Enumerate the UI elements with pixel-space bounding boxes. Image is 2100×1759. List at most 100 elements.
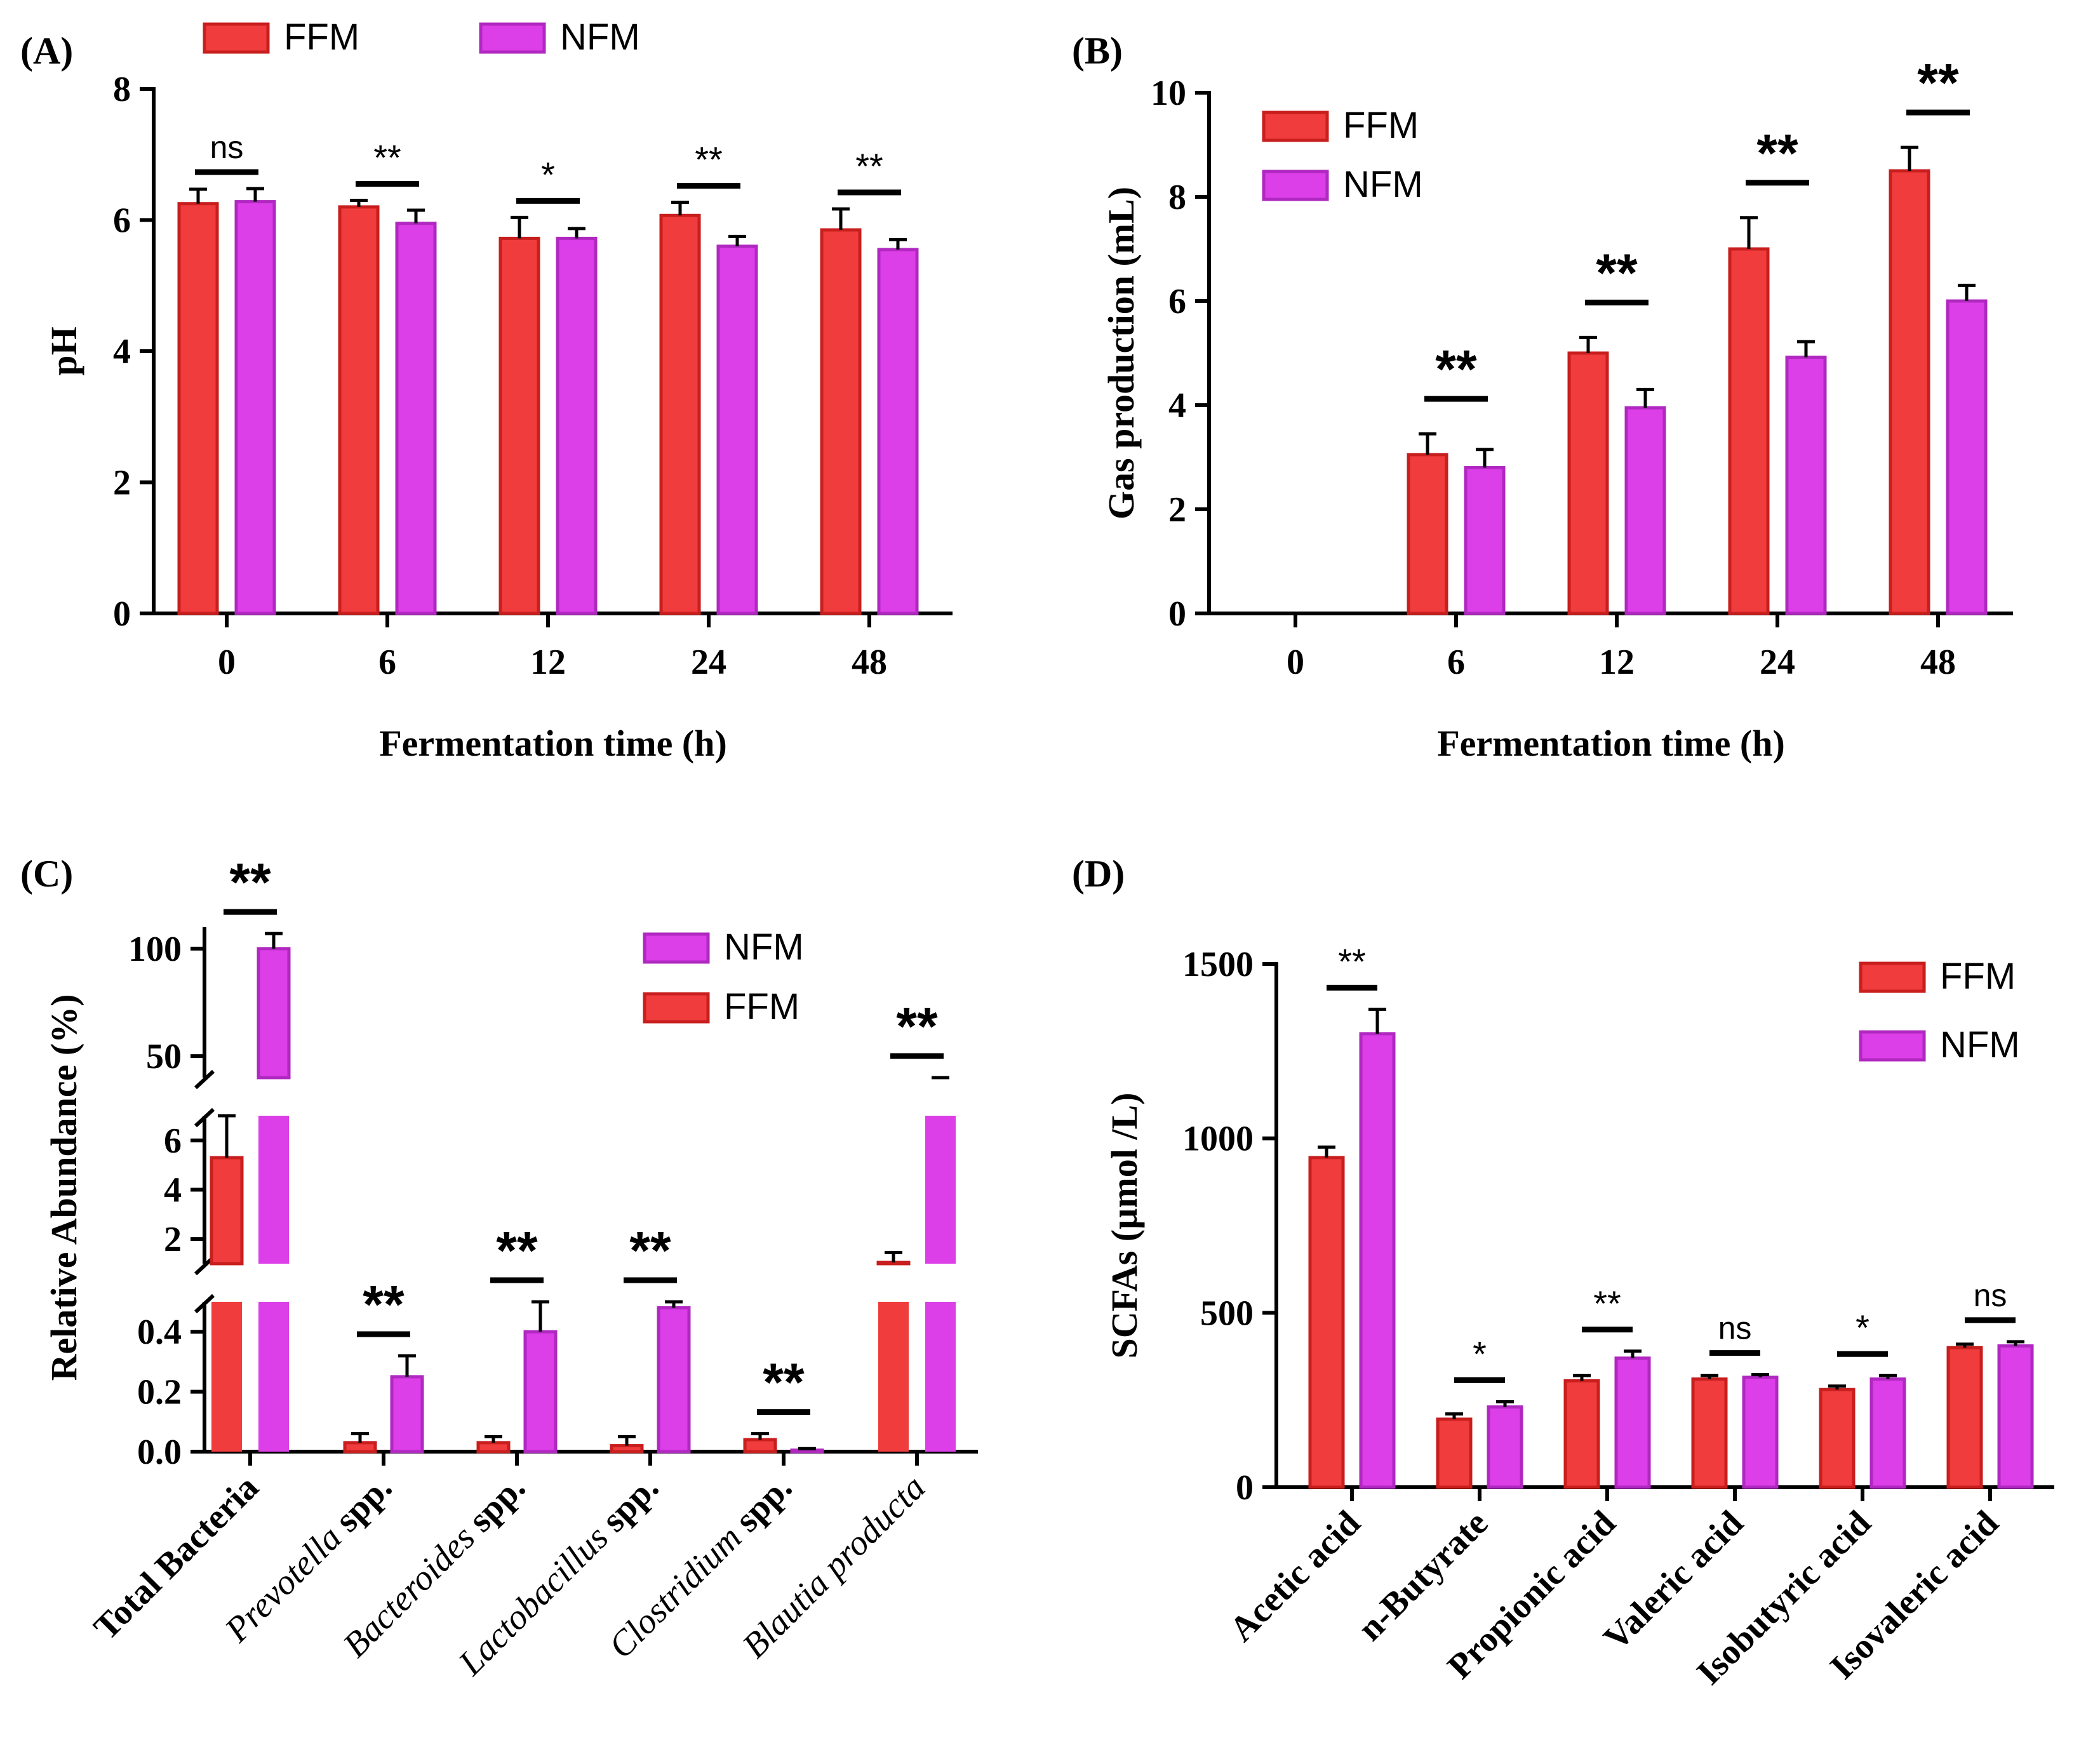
x-tick-label: Acetic acid	[1222, 1503, 1368, 1649]
bar-ffm	[876, 1261, 911, 1266]
bar-ffm	[1567, 351, 1609, 615]
group-sig-label: **	[896, 996, 938, 1056]
legend-label-ffm: FFM	[724, 986, 799, 1027]
legend: FFM NFM	[1859, 956, 2020, 1066]
panel-label: (B)	[1072, 30, 1123, 72]
bar-ffm	[878, 1302, 909, 1452]
bar-ffm	[338, 205, 380, 615]
bar-nfm	[1614, 1356, 1651, 1489]
legend: NFM FFM	[643, 926, 804, 1027]
axis-break-mark	[194, 1069, 215, 1090]
y-tick-label: 4	[113, 332, 131, 371]
y-tick-label: 6	[113, 201, 131, 241]
group-sig-label: ns	[1718, 1311, 1752, 1346]
x-axis-title: Fermentation time (h)	[379, 723, 727, 764]
bar-nfm	[1624, 406, 1666, 615]
x-axis-title: Fermentation time (h)	[1437, 723, 1785, 764]
y-tick-label: 500	[1200, 1294, 1254, 1333]
bar-nfm	[1869, 1377, 1906, 1489]
group-sig-label: **	[855, 146, 883, 186]
y-axis-title: pH	[43, 326, 84, 375]
bar-nfm	[395, 222, 437, 615]
y-tick-label: 50	[146, 1037, 182, 1076]
y-tick-label: 1500	[1182, 945, 1254, 984]
bar-ffm	[1563, 1379, 1600, 1489]
y-axis-title: Relative Abundance (%)	[43, 994, 84, 1381]
bar-ffm	[1889, 169, 1930, 615]
y-tick-label: 1000	[1182, 1120, 1254, 1159]
y-tick-label: 4	[164, 1171, 182, 1210]
y-axis-title: SCFAs (µmol /L)	[1104, 1093, 1145, 1359]
group-sig-label: **	[1756, 123, 1798, 183]
axis-break-mark	[194, 1294, 215, 1314]
bar-nfm	[877, 248, 919, 615]
group-sig-label: **	[629, 1221, 671, 1280]
bar-ffm	[743, 1438, 777, 1454]
legend-swatch-ffm	[1859, 961, 1926, 993]
legend: FFM NFM	[1262, 105, 1423, 205]
x-tick-label: 24	[691, 643, 726, 682]
bar-nfm	[258, 1116, 289, 1264]
legend-swatch-nfm	[1859, 1030, 1926, 1062]
y-tick-label: 0	[1168, 594, 1186, 634]
y-tick-label: 0	[1236, 1468, 1254, 1508]
group-sig-label: **	[373, 138, 401, 178]
legend-swatch-ffm	[643, 992, 710, 1024]
legend-label-ffm: FFM	[284, 17, 359, 58]
group-sig-label: ns	[210, 130, 244, 165]
bar-ffm	[211, 1302, 242, 1452]
bar-ffm	[610, 1444, 644, 1454]
legend-label-nfm: NFM	[560, 17, 640, 58]
bar-nfm	[234, 200, 276, 615]
bar-nfm	[1487, 1405, 1523, 1489]
bar-ffm	[659, 213, 701, 615]
bar-nfm	[716, 244, 758, 615]
bar-nfm	[790, 1448, 824, 1454]
bar-ffm	[1691, 1377, 1728, 1489]
y-tick-label: 0	[113, 594, 131, 634]
bar-ffm	[1308, 1156, 1345, 1489]
panel-label: (D)	[1072, 853, 1125, 895]
group-sig-label: **	[496, 1221, 538, 1280]
bar-nfm	[258, 1302, 289, 1452]
bar-ffm	[498, 236, 540, 615]
bar-ffm	[820, 228, 862, 615]
panel-label: (A)	[20, 30, 73, 72]
y-tick-label: 6	[1168, 282, 1186, 321]
bar-ffm	[210, 1156, 244, 1266]
legend-label-ffm: FFM	[1343, 105, 1419, 146]
legend-swatch-ffm	[203, 22, 270, 54]
y-tick-label: 2	[1168, 490, 1186, 530]
legend-swatch-nfm	[479, 22, 546, 54]
bar-nfm	[1742, 1375, 1779, 1489]
bar-nfm	[657, 1306, 691, 1454]
x-tick-label-italic: Prevotella	[217, 1518, 349, 1650]
x-tick-label-italic: Bacteroides	[335, 1518, 483, 1666]
bar-nfm	[1997, 1344, 2034, 1489]
bar-ffm	[1436, 1417, 1473, 1489]
y-axis-title: Gas production (mL)	[1100, 187, 1142, 519]
y-tick-label: 100	[128, 930, 182, 969]
panel-d: (D) 0 500 1000 1500 SCFAs (µmol /L) Acetic aci…	[1072, 853, 2054, 1692]
bar-ffm	[177, 202, 219, 615]
y-tick-label: 2	[164, 1220, 182, 1259]
group-sig-label: **	[1596, 243, 1638, 302]
bar-nfm	[556, 236, 598, 615]
bar-nfm	[1359, 1032, 1396, 1489]
x-tick-label: 48	[1920, 643, 1956, 682]
bar-ffm	[1819, 1388, 1856, 1489]
group-sig-label: **	[1917, 53, 1959, 112]
group-sig-label: *	[1856, 1308, 1869, 1348]
group-sig-label: **	[763, 1353, 805, 1412]
x-tick-label: 24	[1760, 643, 1795, 682]
bar-ffm	[343, 1441, 377, 1454]
bar-nfm	[1946, 299, 1988, 615]
bar-nfm	[1785, 356, 1827, 615]
x-tick-label: 0	[218, 643, 236, 682]
legend-label-nfm: NFM	[1940, 1024, 2020, 1066]
y-tick-label: 2	[113, 464, 131, 503]
y-tick-label: 6	[164, 1121, 182, 1161]
